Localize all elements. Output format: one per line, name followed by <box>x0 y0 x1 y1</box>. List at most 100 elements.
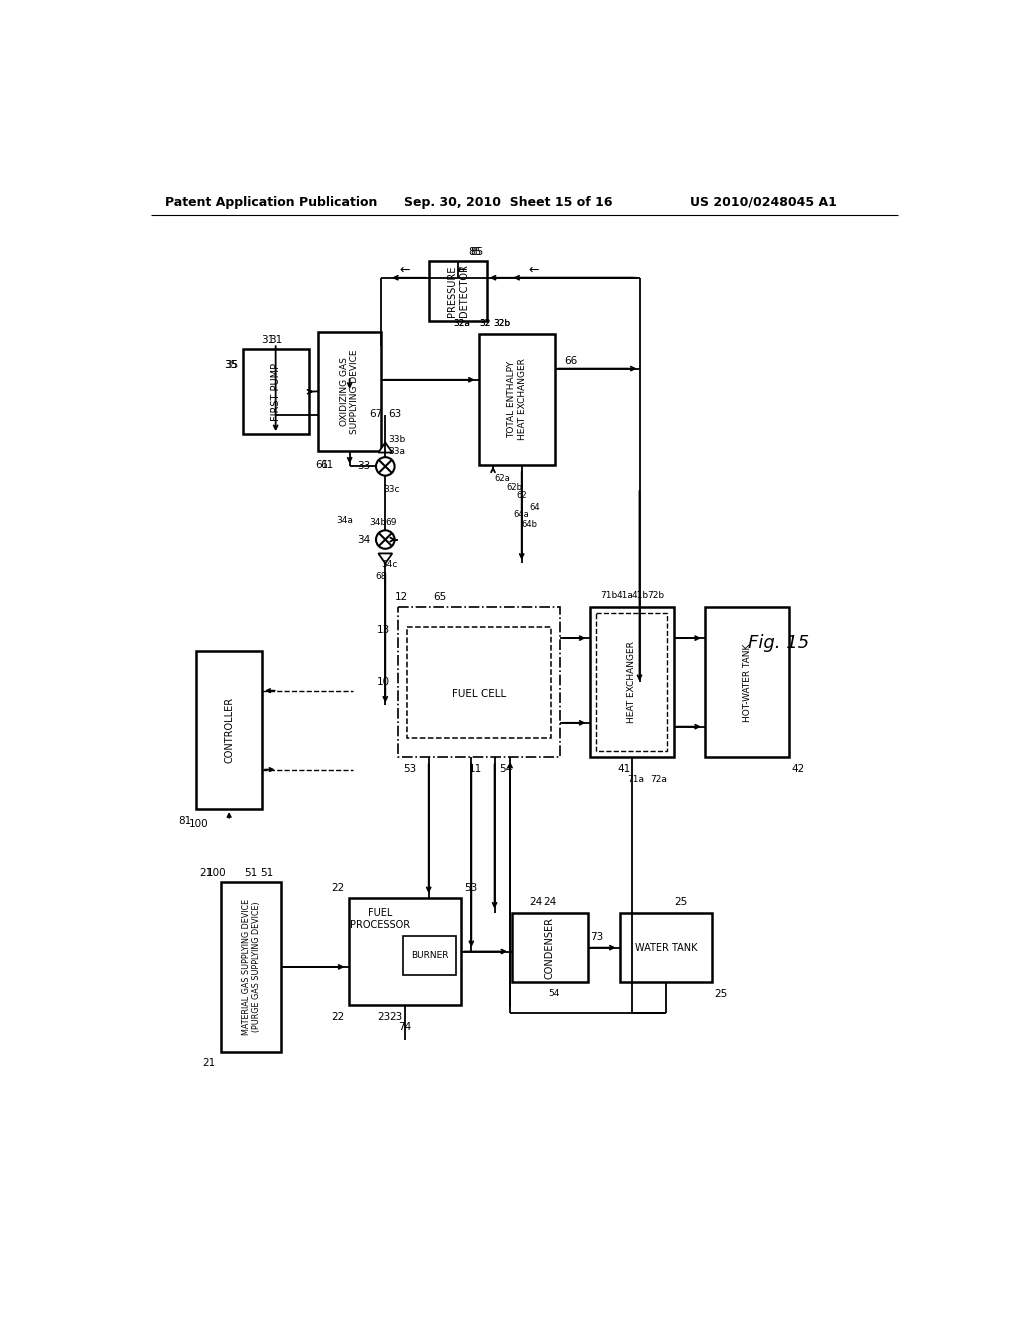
Text: 53: 53 <box>402 764 416 774</box>
Text: 32: 32 <box>479 318 490 327</box>
Text: HOT-WATER TANK: HOT-WATER TANK <box>742 643 752 722</box>
Text: 69: 69 <box>386 519 397 527</box>
Text: 65: 65 <box>434 591 446 602</box>
Bar <box>317 331 381 451</box>
Text: Patent Application Publication: Patent Application Publication <box>165 195 378 209</box>
Text: 100: 100 <box>188 820 208 829</box>
Text: 31: 31 <box>269 335 283 345</box>
Text: 54: 54 <box>548 990 559 998</box>
Text: CONTROLLER: CONTROLLER <box>224 697 234 763</box>
Text: 64a: 64a <box>514 511 529 519</box>
Text: 24: 24 <box>543 898 556 907</box>
Text: 42: 42 <box>792 764 805 774</box>
Text: 72a: 72a <box>650 775 668 784</box>
Text: 41: 41 <box>617 764 631 774</box>
Text: HEAT EXCHANGER: HEAT EXCHANGER <box>628 642 636 723</box>
Text: 61: 61 <box>315 459 329 470</box>
Bar <box>407 627 551 738</box>
Text: 41b: 41b <box>632 591 649 601</box>
Text: 34b: 34b <box>369 519 386 527</box>
Text: ←: ← <box>457 264 467 277</box>
Text: 12: 12 <box>395 591 409 602</box>
Text: 81: 81 <box>178 816 191 825</box>
Text: 13: 13 <box>377 626 390 635</box>
Text: Sep. 30, 2010  Sheet 15 of 16: Sep. 30, 2010 Sheet 15 of 16 <box>403 195 612 209</box>
Text: 85: 85 <box>468 247 481 256</box>
Text: 32b: 32b <box>494 318 511 327</box>
Text: 71a: 71a <box>627 775 644 784</box>
Text: 33c: 33c <box>383 484 399 494</box>
Text: 74: 74 <box>398 1022 412 1032</box>
Bar <box>512 913 588 982</box>
Text: 22: 22 <box>332 1012 345 1022</box>
Text: FUEL CELL: FUEL CELL <box>452 689 506 698</box>
Text: 35: 35 <box>223 360 237 370</box>
Text: 64: 64 <box>529 503 541 512</box>
Text: 62: 62 <box>516 491 527 500</box>
Text: 51: 51 <box>245 869 258 878</box>
Text: 53: 53 <box>464 883 477 894</box>
Text: 32b: 32b <box>494 318 511 327</box>
Text: 62a: 62a <box>495 474 510 483</box>
Bar <box>197 651 262 809</box>
Bar <box>349 898 461 1006</box>
Text: 33: 33 <box>357 462 371 471</box>
Text: 64b: 64b <box>521 520 538 529</box>
Text: 71b: 71b <box>601 591 617 601</box>
Text: BURNER: BURNER <box>411 950 449 960</box>
Text: 31: 31 <box>261 335 274 345</box>
Text: 51: 51 <box>260 869 273 878</box>
Text: 11: 11 <box>469 764 482 774</box>
Text: 10: 10 <box>377 677 390 688</box>
Text: 25: 25 <box>715 989 727 999</box>
Bar <box>590 607 674 758</box>
Text: FUEL
PROCESSOR: FUEL PROCESSOR <box>350 908 410 931</box>
Text: 68: 68 <box>376 572 387 581</box>
Text: ←: ← <box>399 264 411 277</box>
Bar <box>429 261 486 321</box>
Text: 21: 21 <box>202 1059 215 1068</box>
Bar <box>479 334 555 465</box>
Polygon shape <box>378 442 392 453</box>
Text: 22: 22 <box>332 883 345 894</box>
Text: 34c: 34c <box>381 560 397 569</box>
Text: OXIDIZING GAS
SUPPLYING DEVICE: OXIDIZING GAS SUPPLYING DEVICE <box>340 348 359 433</box>
Text: CONDENSER: CONDENSER <box>545 916 555 978</box>
Text: 32a: 32a <box>454 318 470 327</box>
Text: 25: 25 <box>675 898 688 907</box>
Text: TOTAL ENTHALPY
HEAT EXCHANGER: TOTAL ENTHALPY HEAT EXCHANGER <box>507 359 526 441</box>
Text: MATERIAL GAS SUPPLYING DEVICE
(PURGE GAS SUPPLYING DEVICE): MATERIAL GAS SUPPLYING DEVICE (PURGE GAS… <box>242 899 261 1035</box>
Text: 33a: 33a <box>388 446 406 455</box>
Text: US 2010/0248045 A1: US 2010/0248045 A1 <box>690 195 837 209</box>
Bar <box>403 936 456 974</box>
Text: 23: 23 <box>389 1012 402 1022</box>
Text: 34a: 34a <box>337 516 353 525</box>
Text: 35: 35 <box>225 360 239 370</box>
Bar <box>621 913 712 982</box>
Text: 85: 85 <box>470 247 483 256</box>
Text: WATER TANK: WATER TANK <box>635 942 697 953</box>
Text: 32a: 32a <box>454 318 470 327</box>
Text: 23: 23 <box>377 1012 390 1022</box>
Text: 73: 73 <box>590 932 603 942</box>
Text: 34: 34 <box>357 535 371 545</box>
Text: Fig. 15: Fig. 15 <box>749 635 810 652</box>
Bar <box>221 882 282 1052</box>
Text: PRESSURE
DETECTOR: PRESSURE DETECTOR <box>446 264 469 317</box>
Bar <box>397 607 560 758</box>
Text: 33b: 33b <box>388 436 406 444</box>
Text: 24: 24 <box>529 898 543 907</box>
Text: 54: 54 <box>500 764 513 774</box>
Bar <box>243 350 308 434</box>
Text: 100: 100 <box>207 869 226 878</box>
Text: ←: ← <box>528 264 540 277</box>
Bar <box>706 607 790 758</box>
Text: 67: 67 <box>370 409 383 418</box>
Text: 61: 61 <box>321 459 334 470</box>
Text: 41a: 41a <box>616 591 633 601</box>
Text: 72b: 72b <box>647 591 665 601</box>
Polygon shape <box>378 553 392 564</box>
Text: 62b: 62b <box>506 483 522 492</box>
Text: FIRST PUMP: FIRST PUMP <box>270 363 281 421</box>
Bar <box>596 614 668 751</box>
